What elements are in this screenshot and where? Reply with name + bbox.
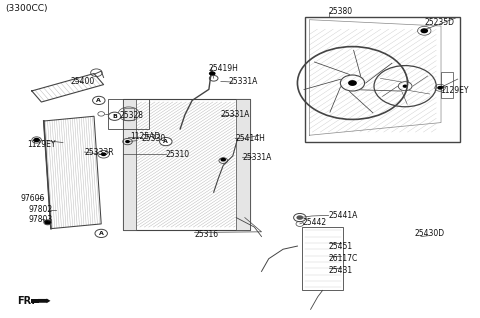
Circle shape xyxy=(437,86,443,90)
Text: 25330: 25330 xyxy=(142,134,166,143)
Text: 25333R: 25333R xyxy=(84,148,114,157)
Text: 25316: 25316 xyxy=(194,230,219,239)
Circle shape xyxy=(44,220,51,225)
Text: 25451: 25451 xyxy=(328,242,353,251)
Circle shape xyxy=(95,229,108,238)
Text: FR.: FR. xyxy=(17,296,36,306)
FancyArrow shape xyxy=(38,299,50,303)
Circle shape xyxy=(209,71,216,76)
Circle shape xyxy=(46,221,49,224)
Circle shape xyxy=(403,85,408,88)
Text: 25235D: 25235D xyxy=(424,18,454,27)
Text: 25331A: 25331A xyxy=(221,110,250,119)
Text: A: A xyxy=(163,139,168,144)
Circle shape xyxy=(125,140,130,143)
Text: 1125AD: 1125AD xyxy=(130,132,160,141)
Circle shape xyxy=(159,137,172,146)
Text: 25310: 25310 xyxy=(166,150,190,159)
Bar xyxy=(236,99,250,230)
Bar xyxy=(123,99,136,230)
Circle shape xyxy=(220,158,226,162)
Text: A: A xyxy=(96,98,101,103)
Text: 25419H: 25419H xyxy=(209,64,239,73)
Circle shape xyxy=(348,80,357,86)
Text: (3300CC): (3300CC) xyxy=(5,4,48,13)
Text: A: A xyxy=(99,231,104,236)
Text: 25431: 25431 xyxy=(328,266,353,275)
Circle shape xyxy=(101,152,107,156)
Text: 26117C: 26117C xyxy=(328,254,358,263)
Text: 25400: 25400 xyxy=(70,77,95,86)
Circle shape xyxy=(297,215,303,220)
Text: 1129EY: 1129EY xyxy=(27,140,56,149)
Bar xyxy=(441,73,453,98)
Circle shape xyxy=(33,138,40,142)
Text: 25430D: 25430D xyxy=(415,229,445,238)
Text: 97606: 97606 xyxy=(21,194,45,203)
Bar xyxy=(123,99,250,230)
Circle shape xyxy=(108,112,121,121)
Bar xyxy=(305,17,460,142)
Bar xyxy=(108,99,149,129)
Text: 97802: 97802 xyxy=(28,205,53,214)
Circle shape xyxy=(420,28,428,33)
Text: 25331A: 25331A xyxy=(242,153,272,162)
Text: 25328: 25328 xyxy=(120,111,144,120)
Text: 25414H: 25414H xyxy=(235,134,265,143)
Circle shape xyxy=(93,96,105,105)
Text: 25441A: 25441A xyxy=(328,211,358,220)
Bar xyxy=(124,108,133,120)
Text: 1129EY: 1129EY xyxy=(440,86,468,95)
Circle shape xyxy=(34,138,39,142)
Text: 97803: 97803 xyxy=(28,215,53,224)
Text: 25442: 25442 xyxy=(302,218,326,227)
Text: 25380: 25380 xyxy=(328,7,353,16)
Text: B: B xyxy=(112,114,117,119)
Bar xyxy=(302,227,343,290)
Text: 25331A: 25331A xyxy=(228,77,257,86)
Bar xyxy=(31,299,39,303)
